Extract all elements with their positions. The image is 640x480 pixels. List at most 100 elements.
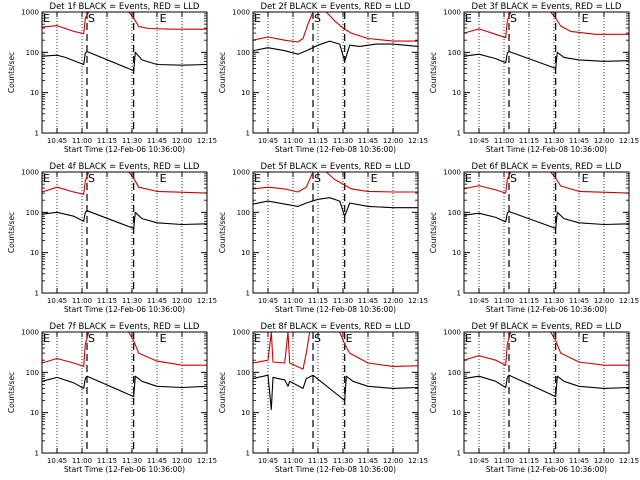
series-events xyxy=(463,374,630,398)
event-marker: E xyxy=(43,172,50,185)
x-tick-label: 11:30 xyxy=(544,137,564,145)
y-tick-label: 10 xyxy=(30,409,39,417)
x-tick-label: 12:15 xyxy=(197,297,217,305)
x-tick-label: 11:30 xyxy=(544,297,564,305)
x-tick-label: 11:15 xyxy=(97,297,117,305)
chart-panel: Det 3f BLACK = Events, RED = LLD 1 10 100 10… xyxy=(429,2,639,154)
y-axis-label: Counts/sec xyxy=(218,372,227,413)
x-axis-label: Start Time (12-Feb-08 10:36:00) xyxy=(486,145,607,154)
event-marker: E xyxy=(465,332,472,345)
x-tick-label: 10:45 xyxy=(258,457,278,465)
x-axis-label: Start Time (12-Feb-06 10:36:00) xyxy=(64,145,185,154)
y-tick-label: 100 xyxy=(237,209,250,217)
series-events xyxy=(252,197,418,217)
x-tick-label: 12:15 xyxy=(619,457,639,465)
y-tick-label: 10 xyxy=(452,409,461,417)
x-tick-label: 11:15 xyxy=(308,457,328,465)
plot-frame xyxy=(41,11,208,134)
x-tick-label: 10:45 xyxy=(469,297,489,305)
y-axis-label: Counts/sec xyxy=(429,212,438,253)
y-tick-label: 10 xyxy=(30,89,39,97)
x-tick-label: 11:15 xyxy=(97,137,117,145)
x-tick-label: 11:00 xyxy=(283,137,303,145)
chart-panel: Det 4f BLACK = Events, RED = LLD 1 10 100 10… xyxy=(7,162,217,314)
y-tick-label: 1 xyxy=(246,290,250,298)
x-tick-label: 11:45 xyxy=(147,137,167,145)
x-axis-label: Start Time (12-Feb-06 10:36:00) xyxy=(64,305,185,314)
chart-title: Det 6f BLACK = Events, RED = LLD xyxy=(472,162,622,172)
y-tick-label: 1 xyxy=(457,450,461,458)
x-tick-label: 10:45 xyxy=(258,297,278,305)
y-tick-label: 1000 xyxy=(21,169,39,177)
y-tick-label: 100 xyxy=(237,369,250,377)
event-marker: E xyxy=(582,12,589,25)
y-tick-label: 1000 xyxy=(443,169,461,177)
event-marker: E xyxy=(371,12,378,25)
x-tick-label: 12:00 xyxy=(383,457,403,465)
y-axis-label: Counts/sec xyxy=(218,212,227,253)
x-tick-label: 10:45 xyxy=(469,137,489,145)
x-tick-label: 10:45 xyxy=(258,137,278,145)
chart-panel: Det 7f BLACK = Events, RED = LLD 1 10 100 10… xyxy=(7,322,217,474)
plot-frame xyxy=(463,331,630,454)
y-tick-label: 100 xyxy=(448,49,461,57)
x-tick-label: 11:30 xyxy=(122,137,142,145)
series-lld xyxy=(41,331,207,367)
plot-frame xyxy=(252,171,419,294)
y-tick-label: 1000 xyxy=(443,329,461,337)
x-tick-label: 11:15 xyxy=(97,457,117,465)
x-axis-label: Start Time (12-Feb-08 10:36:00) xyxy=(275,305,396,314)
plot-frame xyxy=(252,11,419,134)
x-tick-label: 12:15 xyxy=(408,297,428,305)
chart-panel: Det 2f BLACK = Events, RED = LLD 1 10 100 10… xyxy=(218,2,428,154)
x-tick-label: 12:00 xyxy=(383,137,403,145)
event-marker: S xyxy=(88,332,95,345)
event-marker: E xyxy=(43,332,50,345)
series-events xyxy=(252,40,419,62)
event-marker: E xyxy=(465,172,472,185)
chart-panel: Det 6f BLACK = Events, RED = LLD 1 10 100 10… xyxy=(429,162,639,314)
y-axis-label: Counts/sec xyxy=(429,52,438,93)
x-tick-label: 11:15 xyxy=(308,137,328,145)
x-tick-label: 12:00 xyxy=(383,297,403,305)
y-tick-label: 1000 xyxy=(232,9,250,17)
y-tick-label: 100 xyxy=(448,209,461,217)
x-tick-label: 11:45 xyxy=(569,457,589,465)
series-events xyxy=(252,374,419,411)
x-tick-label: 11:00 xyxy=(283,297,303,305)
x-tick-label: 11:30 xyxy=(333,297,353,305)
x-tick-label: 11:00 xyxy=(494,457,514,465)
x-tick-label: 11:30 xyxy=(333,137,353,145)
chart-panel: Det 9f BLACK = Events, RED = LLD 1 10 100 10… xyxy=(429,322,639,474)
y-tick-label: 10 xyxy=(241,89,250,97)
x-axis-label: Start Time (12-Feb-06 10:36:00) xyxy=(486,305,607,314)
x-tick-label: 12:00 xyxy=(172,457,192,465)
x-tick-label: 11:00 xyxy=(494,137,514,145)
series-events xyxy=(41,50,208,72)
y-tick-label: 1 xyxy=(246,450,250,458)
y-axis-label: Counts/sec xyxy=(429,372,438,413)
event-marker: S xyxy=(314,332,321,345)
x-tick-label: 11:30 xyxy=(122,297,142,305)
event-marker: S xyxy=(510,332,517,345)
x-tick-label: 12:15 xyxy=(197,137,217,145)
x-axis-label: Start Time (12-Feb-06 10:36:00) xyxy=(64,465,185,474)
x-tick-label: 11:00 xyxy=(72,457,92,465)
x-axis-label: Start Time (12-Feb-08 10:36:00) xyxy=(275,145,396,154)
plot-frame xyxy=(463,171,630,294)
chart-title: Det 1f BLACK = Events, RED = LLD xyxy=(50,2,200,12)
chart-title: Det 5f BLACK = Events, RED = LLD xyxy=(261,162,411,172)
event-marker: S xyxy=(88,12,95,25)
event-marker: E xyxy=(160,172,167,185)
y-tick-label: 1 xyxy=(35,450,39,458)
x-tick-label: 12:00 xyxy=(594,137,614,145)
y-tick-label: 1 xyxy=(457,130,461,138)
plot-frame xyxy=(463,11,630,134)
x-tick-label: 10:45 xyxy=(47,297,67,305)
x-tick-label: 11:00 xyxy=(494,297,514,305)
x-tick-label: 12:15 xyxy=(408,137,428,145)
x-tick-label: 11:00 xyxy=(72,297,92,305)
y-tick-label: 10 xyxy=(452,89,461,97)
y-tick-label: 100 xyxy=(237,49,250,57)
chart-panel: Det 1f BLACK = Events, RED = LLD 1 10 100 10… xyxy=(7,2,217,154)
